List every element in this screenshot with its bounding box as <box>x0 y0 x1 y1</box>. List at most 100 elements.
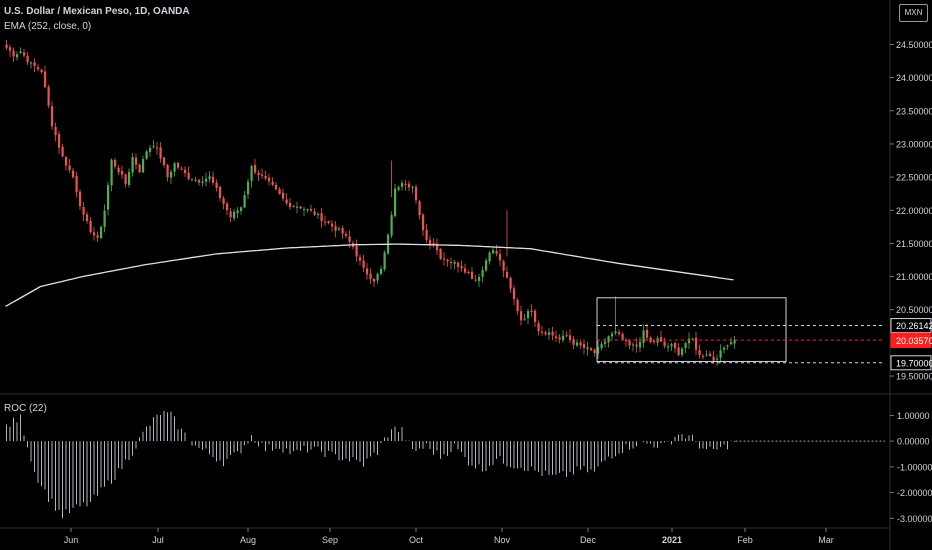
candle-body <box>523 318 526 320</box>
candle-body <box>460 266 463 269</box>
candle-body <box>23 52 26 56</box>
symbol-title[interactable]: U.S. Dollar / Mexican Peso, 1D, OANDA <box>4 6 190 17</box>
candle-body <box>520 311 523 321</box>
candle-body <box>397 187 400 190</box>
candle-body <box>243 194 246 208</box>
candle-body <box>404 183 407 185</box>
candle-body <box>285 199 288 204</box>
candle-body <box>219 186 222 198</box>
candle-body <box>254 165 257 173</box>
time-tick-label: Oct <box>409 535 424 545</box>
candle-body <box>306 209 309 211</box>
roc-legend[interactable]: ROC (22) <box>4 403 47 414</box>
candle-body <box>625 340 628 342</box>
price-tick-label: 20.50000 <box>896 305 932 315</box>
candle-body <box>37 67 40 70</box>
candle-body <box>51 106 54 127</box>
candle-body <box>310 209 313 211</box>
candle-body <box>236 210 239 214</box>
candle-body <box>642 330 645 343</box>
candle-body <box>33 62 36 67</box>
candle-body <box>572 339 575 345</box>
candle-body <box>667 346 670 348</box>
candle-body <box>639 341 642 348</box>
candle-body <box>117 167 120 173</box>
candle-body <box>40 69 43 73</box>
candle-body <box>660 337 663 342</box>
candle-body <box>439 248 442 259</box>
candle-body <box>5 44 8 48</box>
time-axis[interactable]: Jun Jul Aug Sep Oct Nov Dec 2021 Feb Mar <box>64 528 834 545</box>
candle-body <box>359 257 362 261</box>
candle-body <box>317 213 320 215</box>
candle-body <box>215 182 218 188</box>
candle-body <box>450 262 453 264</box>
candle-body <box>282 192 285 199</box>
candle-body <box>618 332 621 335</box>
candle-body <box>663 341 666 347</box>
candle-body <box>646 329 649 338</box>
candle-body <box>422 214 425 231</box>
roc-tick-label: -1.00000 <box>897 462 932 472</box>
candle-body <box>184 169 187 173</box>
candle-body <box>373 278 376 282</box>
candle-body <box>698 350 701 356</box>
candle-body <box>110 159 113 186</box>
roc-pane[interactable] <box>6 410 886 519</box>
candle-body <box>628 340 631 346</box>
price-pane[interactable] <box>5 39 886 366</box>
ema-legend[interactable]: EMA (252, close, 0) <box>4 21 92 32</box>
candle-body <box>229 211 232 218</box>
candle-body <box>128 171 131 185</box>
candle-body <box>600 344 603 349</box>
candle-body <box>327 221 330 224</box>
candle-body <box>75 176 78 193</box>
candle-body <box>621 333 624 340</box>
candle-body <box>194 179 197 181</box>
candle-body <box>180 168 183 170</box>
candle-body <box>226 203 229 211</box>
candle-body <box>590 348 593 351</box>
time-tick-label: Jul <box>152 535 164 545</box>
candle-body <box>436 243 439 251</box>
candle-body <box>506 271 509 278</box>
candle-body <box>474 279 477 281</box>
candle-body <box>247 181 250 195</box>
candle-body <box>338 228 341 230</box>
time-tick-label: Aug <box>240 535 256 545</box>
roc-axis[interactable]: 1.00000 0.00000 -1.00000 -2.00000 -3.00000 <box>890 411 932 524</box>
candle-body <box>334 226 337 231</box>
roc-tick-label: -2.00000 <box>897 488 932 498</box>
candle-body <box>677 347 680 356</box>
candle-body <box>695 337 698 350</box>
roc-tick-label: 0.00000 <box>897 437 930 447</box>
candle-body <box>138 164 141 173</box>
candle-body <box>212 176 215 183</box>
time-tick-label: Mar <box>818 535 834 545</box>
candle-body <box>345 234 348 236</box>
candle-body <box>558 337 561 340</box>
candle-body <box>187 172 190 180</box>
candle-body <box>54 127 57 136</box>
candle-body <box>205 178 208 182</box>
range-rectangle <box>596 297 787 362</box>
candle-body <box>478 276 481 281</box>
time-tick-label: Jun <box>64 535 79 545</box>
candle-body <box>208 176 211 180</box>
currency-badge[interactable]: MXN <box>899 4 928 22</box>
candle-body <box>562 335 565 341</box>
candle-body <box>607 336 610 343</box>
candle-body <box>443 258 446 260</box>
candle-body <box>418 201 421 216</box>
candle-body <box>719 350 722 358</box>
candle-body <box>159 147 162 159</box>
candle-body <box>86 214 89 222</box>
candle-body <box>380 268 383 274</box>
candle-body <box>383 252 386 270</box>
candle-body <box>296 206 299 208</box>
candle-body <box>702 355 705 357</box>
price-axis[interactable]: 24.50000 24.00000 23.50000 23.00000 22.50000… <box>890 40 932 382</box>
candle-body <box>93 232 96 236</box>
